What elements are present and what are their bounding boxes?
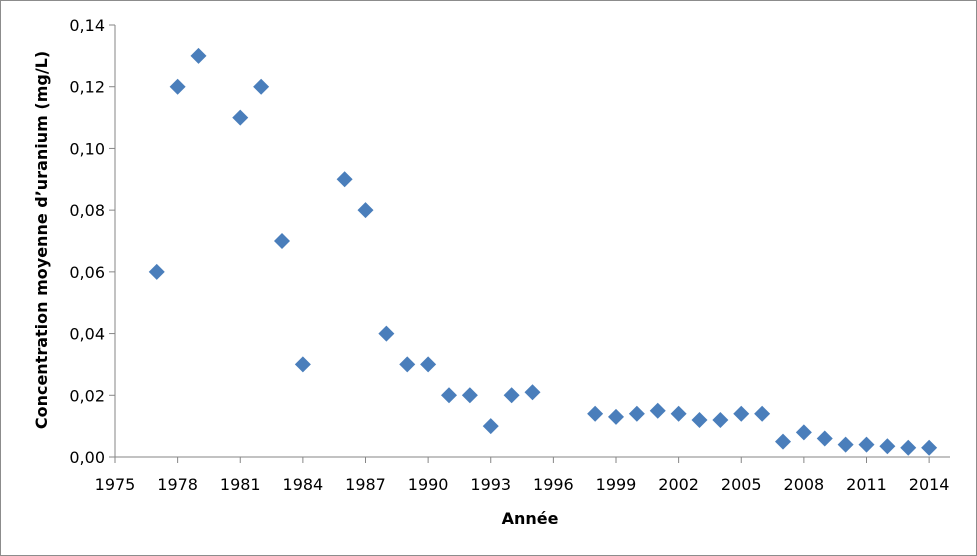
data-point	[420, 356, 437, 373]
data-point	[441, 387, 457, 404]
x-tick-label: 1978	[157, 475, 198, 494]
data-point	[879, 438, 896, 455]
data-point	[232, 109, 249, 126]
data-point	[399, 356, 416, 373]
x-tick-label: 1993	[470, 475, 511, 494]
x-axis: 1975 1978 1981 1984 1987 1990 1993 1996 1999 2002…	[95, 456, 950, 494]
y-tick-label: 0,14	[69, 16, 105, 35]
x-tick-label: 1996	[533, 475, 574, 494]
x-tick-label: 2014	[909, 475, 950, 494]
data-point	[253, 78, 270, 95]
data-point	[795, 424, 812, 441]
y-tick-label: 0,12	[69, 78, 105, 97]
data-point	[900, 439, 917, 456]
data-point	[482, 418, 499, 435]
x-axis-title: Année	[502, 509, 559, 528]
data-point	[816, 430, 833, 447]
data-point	[837, 436, 854, 453]
data-point	[294, 356, 311, 373]
data-point	[587, 405, 604, 422]
y-tick-label: 0,02	[69, 386, 105, 405]
data-point	[691, 411, 708, 428]
data-point	[670, 405, 687, 422]
x-tick-label: 1987	[345, 475, 386, 494]
data-point	[733, 405, 750, 422]
data-point	[190, 47, 207, 64]
y-axis: 0,00 0,02 0,04 0,06 0,08 0,10 0,12 0,14	[69, 16, 116, 467]
x-tick-label: 1990	[408, 475, 449, 494]
y-axis-title: Concentration moyenne d’uranium (mg/L)	[32, 51, 51, 429]
data-point	[503, 387, 520, 404]
x-tick-label: 2002	[658, 475, 699, 494]
data-point	[148, 263, 165, 280]
y-tick-label: 0,10	[69, 139, 105, 158]
x-tick-label: 2011	[846, 475, 887, 494]
x-tick-label: 2008	[784, 475, 825, 494]
data-point	[336, 171, 353, 188]
data-point	[608, 408, 624, 425]
y-tick-label: 0,00	[69, 448, 105, 467]
data-point	[754, 405, 771, 422]
y-tick-label: 0,06	[69, 263, 105, 282]
x-tick-label: 1975	[95, 475, 136, 494]
data-point	[274, 233, 290, 249]
x-tick-label: 1999	[596, 475, 637, 494]
data-point	[524, 384, 541, 401]
data-point	[461, 387, 478, 404]
y-tick-label: 0,04	[69, 325, 105, 344]
data-points	[148, 47, 938, 456]
x-tick-label: 2005	[721, 475, 762, 494]
data-point	[775, 433, 791, 450]
data-point	[169, 78, 186, 95]
data-point	[712, 411, 729, 428]
data-point	[649, 402, 666, 419]
data-point	[378, 325, 395, 342]
x-tick-label: 1984	[283, 475, 324, 494]
data-point	[858, 436, 875, 453]
data-point	[921, 439, 938, 456]
data-point	[357, 202, 374, 219]
data-point	[628, 405, 645, 422]
y-tick-label: 0,08	[69, 201, 105, 220]
x-tick-label: 1981	[220, 475, 261, 494]
